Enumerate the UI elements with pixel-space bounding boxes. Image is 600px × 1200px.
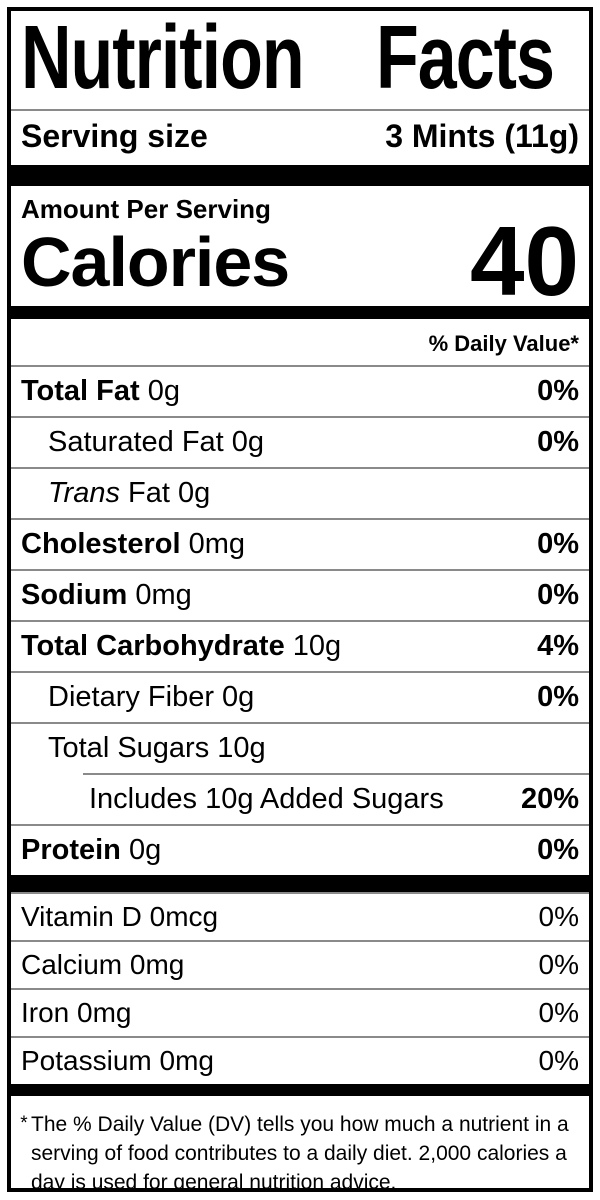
row-iron: Iron 0mg 0% bbox=[11, 988, 589, 1036]
bar-after-protein bbox=[11, 875, 589, 892]
row-total-fat: Total Fat 0g 0% bbox=[11, 365, 589, 416]
nutrient-name: Total Fat bbox=[21, 375, 148, 407]
thick-bar-top bbox=[11, 165, 589, 186]
row-dietary-fiber: Dietary Fiber 0g 0% bbox=[11, 671, 589, 722]
serving-size-label: Serving size bbox=[21, 118, 208, 154]
vitamin-name: Calcium 0mg bbox=[21, 949, 185, 980]
footnote-text: The % Daily Value (DV) tells you how muc… bbox=[31, 1110, 569, 1192]
label-title: Nutrition Facts bbox=[21, 7, 555, 108]
row-cholesterol: Cholesterol 0mg 0% bbox=[11, 518, 589, 569]
row-protein: Protein 0g 0% bbox=[11, 824, 589, 875]
row-added-sugars: Includes 10g Added Sugars 20% bbox=[11, 775, 589, 824]
calories-label: Calories bbox=[21, 223, 290, 301]
vitamin-dv: 0% bbox=[538, 949, 579, 980]
row-potassium: Potassium 0mg 0% bbox=[11, 1036, 589, 1084]
bar-after-calories bbox=[11, 306, 589, 319]
nutrient-dv: 4% bbox=[537, 630, 579, 662]
nutrient-amount: 0mg bbox=[135, 579, 192, 611]
serving-size-value: 3 Mints (11g) bbox=[385, 118, 579, 154]
footnote-line: The % Daily Value (DV) tells you how muc… bbox=[31, 1113, 569, 1136]
calories-value: 40 bbox=[469, 205, 579, 316]
nutrient-amount: Saturated Fat 0g bbox=[48, 426, 265, 458]
row-total-sugars: Total Sugars 10g bbox=[11, 722, 589, 773]
row-saturated-fat: Saturated Fat 0g 0% bbox=[11, 416, 589, 467]
daily-value-header: % Daily Value* bbox=[428, 331, 579, 356]
footnote-line: day is used for general nutrition advice… bbox=[31, 1171, 397, 1192]
daily-value-footnote: * The % Daily Value (DV) tells you how m… bbox=[11, 1096, 589, 1192]
nutrient-dv: 0% bbox=[537, 426, 579, 458]
nutrient-amount: Dietary Fiber 0g bbox=[48, 681, 255, 713]
added-sugars-divider bbox=[83, 773, 589, 775]
row-vitamin-d: Vitamin D 0mcg 0% bbox=[11, 892, 589, 940]
nutrient-dv: 0% bbox=[537, 834, 579, 866]
amount-per-serving-label: Amount Per Serving bbox=[21, 194, 271, 224]
vitamin-name: Vitamin D 0mcg bbox=[21, 901, 219, 932]
vitamin-dv: 0% bbox=[538, 1045, 579, 1076]
title-wrap: Nutrition Facts bbox=[11, 11, 589, 109]
nutrient-dv: 0% bbox=[537, 579, 579, 611]
bar-before-footnote bbox=[11, 1084, 589, 1096]
nutrient-dv: 0% bbox=[537, 528, 579, 560]
vitamin-dv: 0% bbox=[538, 901, 579, 932]
nutrient-amount: Includes 10g Added Sugars bbox=[89, 783, 444, 815]
calories-block: Amount Per Serving Calories 40 bbox=[11, 186, 589, 316]
nutrient-dv: 0% bbox=[537, 375, 579, 407]
title-divider bbox=[11, 109, 589, 111]
row-sodium: Sodium 0mg 0% bbox=[11, 569, 589, 620]
serving-size-row: Serving size 3 Mints (11g) bbox=[11, 111, 589, 165]
footnote-line: serving of food contributes to a daily d… bbox=[31, 1142, 567, 1165]
trans-italic: Trans bbox=[48, 477, 129, 509]
nutrient-amount: Total Sugars 10g bbox=[48, 732, 266, 764]
vitamin-dv: 0% bbox=[538, 997, 579, 1028]
nutrient-amount: Fat 0g bbox=[128, 477, 211, 509]
nutrient-amount: 0g bbox=[147, 375, 180, 407]
nutrition-facts-label: Nutrition Facts Serving size 3 Mints (11… bbox=[7, 7, 593, 1192]
row-trans-fat: Trans Fat 0g bbox=[11, 467, 589, 518]
nutrient-amount: 0mg bbox=[188, 528, 246, 560]
vitamin-name: Iron 0mg bbox=[21, 997, 132, 1028]
row-calcium: Calcium 0mg 0% bbox=[11, 940, 589, 988]
row-total-carbohydrate: Total Carbohydrate 10g 4% bbox=[11, 620, 589, 671]
nutrient-dv: 0% bbox=[537, 681, 579, 713]
footnote-asterisk: * bbox=[20, 1113, 28, 1134]
vitamin-name: Potassium 0mg bbox=[21, 1045, 214, 1076]
nutrient-dv: 20% bbox=[520, 783, 579, 815]
nutrient-amount: 10g bbox=[292, 630, 342, 662]
nutrient-amount: 0g bbox=[128, 834, 162, 866]
